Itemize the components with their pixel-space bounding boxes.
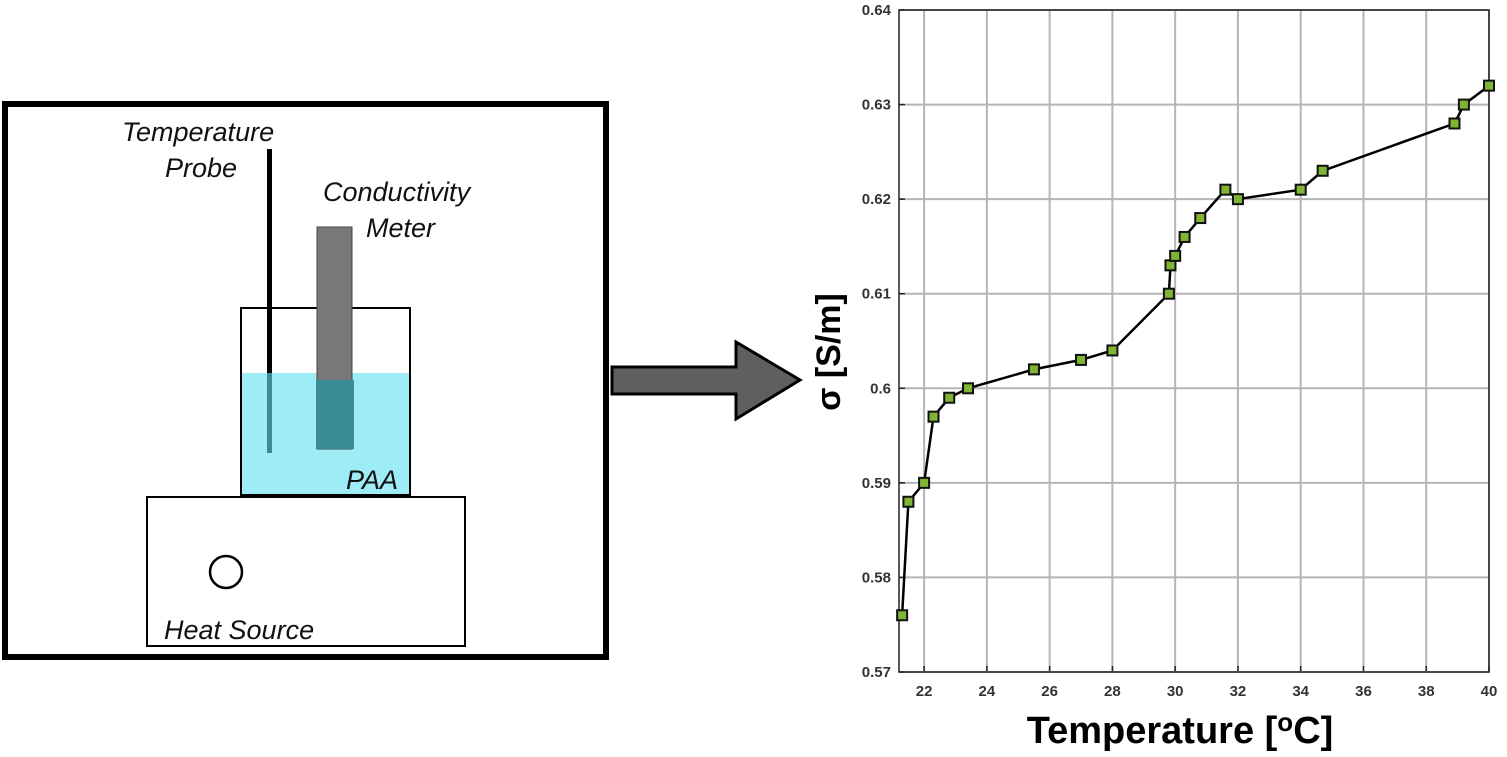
x-axis-title-superscript: o xyxy=(1277,707,1293,737)
heat-source-box xyxy=(146,496,466,647)
data-point xyxy=(1448,117,1461,130)
x-tick-label: 30 xyxy=(1167,683,1184,700)
meter-label-line1: Conductivity xyxy=(323,177,472,207)
setup-diagram: Heat Source PAA Conductivity Meter Tempe… xyxy=(2,101,609,660)
data-point xyxy=(1294,183,1307,196)
probe-label-line1: Temperature xyxy=(122,117,274,147)
right-arrow-icon xyxy=(610,339,803,422)
data-point xyxy=(1219,183,1232,196)
data-point xyxy=(943,391,956,404)
y-tick-labels: 0.57 0.58 0.59 0.6 0.61 0.62 0.63 0.64 xyxy=(862,2,892,681)
data-point xyxy=(962,382,975,395)
x-axis-title-end: C] xyxy=(1293,710,1333,752)
temperature-probe xyxy=(267,149,272,373)
y-tick-label: 0.64 xyxy=(862,2,892,19)
x-tick-label: 36 xyxy=(1355,683,1372,700)
x-axis-title-main: Temperature [ xyxy=(1027,710,1278,752)
heat-source-label: Heat Source xyxy=(164,615,314,645)
data-point xyxy=(1027,363,1040,376)
y-tick-label: 0.6 xyxy=(870,380,891,397)
data-point xyxy=(927,410,940,423)
conductivity-chart: 22 24 26 28 30 32 34 36 38 40 0.57 0.58 0.59 0.6 0.61… xyxy=(810,2,1497,752)
x-tick-label: 28 xyxy=(1104,683,1121,700)
enclosure-box xyxy=(2,101,609,660)
x-tick-label: 24 xyxy=(979,683,996,700)
x-tick-label: 26 xyxy=(1041,683,1058,700)
x-tick-label: 34 xyxy=(1292,683,1309,700)
data-point xyxy=(1483,79,1495,92)
data-point xyxy=(896,609,909,622)
x-tick-labels: 22 24 26 28 30 32 34 36 38 40 xyxy=(916,683,1498,700)
y-tick-label: 0.59 xyxy=(862,475,891,492)
paa-label: PAA xyxy=(346,465,398,495)
x-tick-label: 32 xyxy=(1230,683,1247,700)
data-point xyxy=(1169,249,1182,262)
x-axis-title: Temperature [oC] xyxy=(1027,707,1334,752)
data-point xyxy=(1231,193,1244,206)
data-point xyxy=(1178,230,1191,243)
data-point xyxy=(1075,353,1088,366)
data-point xyxy=(1162,287,1175,300)
temperature-probe-submerged xyxy=(267,373,272,453)
y-axis-title: σ [S/m] xyxy=(810,293,848,411)
y-tick-label: 0.57 xyxy=(862,664,891,681)
x-tick-label: 40 xyxy=(1481,683,1498,700)
data-points xyxy=(896,79,1495,622)
data-point xyxy=(1316,164,1329,177)
conductivity-meter-submerged xyxy=(316,380,354,449)
data-point xyxy=(1194,212,1207,225)
data-point xyxy=(1457,98,1470,111)
data-point xyxy=(918,476,931,489)
y-tick-label: 0.61 xyxy=(862,286,891,303)
x-tick-label: 22 xyxy=(916,683,933,700)
data-point xyxy=(1106,344,1119,357)
x-tick-label: 38 xyxy=(1418,683,1435,700)
chart-grid xyxy=(899,9,1490,673)
y-tick-label: 0.58 xyxy=(862,569,891,586)
y-tick-label: 0.62 xyxy=(862,191,891,208)
probe-label-line2: Probe xyxy=(165,153,237,183)
data-point xyxy=(902,495,915,508)
meter-label-line2: Meter xyxy=(366,213,436,243)
heat-source-knob-icon xyxy=(208,554,244,590)
plot-area-frame xyxy=(898,9,1490,673)
series-line xyxy=(900,84,1490,616)
y-tick-label: 0.63 xyxy=(862,97,891,114)
